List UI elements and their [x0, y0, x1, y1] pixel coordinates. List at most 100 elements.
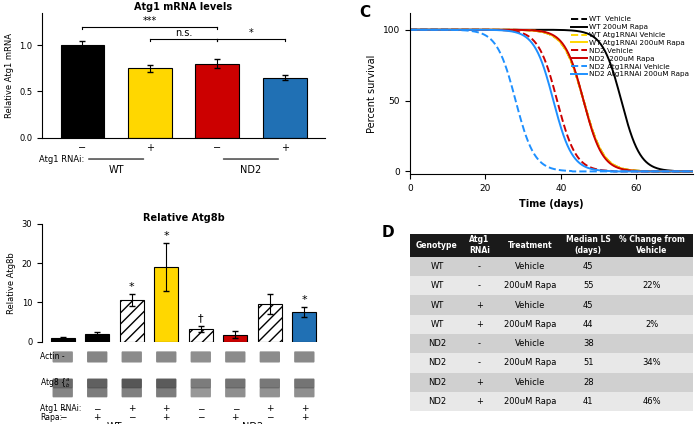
Text: WT: WT [430, 281, 444, 290]
Bar [189, 329, 213, 342]
Bar [85, 334, 109, 342]
Text: Vehicle: Vehicle [515, 262, 545, 271]
Bar [293, 312, 316, 342]
Text: Treatment: Treatment [508, 241, 552, 250]
FancyBboxPatch shape [122, 388, 142, 397]
Bar [128, 68, 172, 138]
Text: ***: *** [143, 16, 157, 26]
Bar [410, 334, 693, 353]
Text: 28: 28 [583, 378, 594, 387]
Bar [60, 45, 104, 138]
Text: ND2: ND2 [240, 165, 262, 175]
Bar [223, 335, 247, 342]
Text: +: + [162, 404, 170, 413]
FancyBboxPatch shape [52, 388, 73, 397]
FancyBboxPatch shape [156, 351, 176, 363]
FancyBboxPatch shape [260, 388, 280, 397]
Title: Atg1 mRNA levels: Atg1 mRNA levels [134, 2, 232, 12]
Y-axis label: Percent survival: Percent survival [368, 54, 377, 133]
Text: +: + [162, 413, 170, 422]
FancyBboxPatch shape [190, 351, 211, 363]
Text: Vehicle: Vehicle [515, 378, 545, 387]
Bar [262, 78, 307, 138]
Text: +: + [94, 413, 101, 422]
Text: *: * [129, 282, 134, 292]
Text: +: + [476, 397, 483, 406]
Text: 34%: 34% [643, 359, 662, 368]
FancyBboxPatch shape [225, 351, 246, 363]
Text: C: C [359, 5, 370, 20]
Text: +: + [476, 378, 483, 387]
Bar [154, 267, 178, 342]
Text: 200uM Rapa: 200uM Rapa [504, 397, 556, 406]
Text: WT: WT [430, 262, 444, 271]
FancyBboxPatch shape [294, 351, 314, 363]
FancyBboxPatch shape [190, 388, 211, 397]
Text: −: − [94, 404, 101, 413]
FancyBboxPatch shape [87, 379, 107, 388]
Text: +: + [300, 404, 308, 413]
Text: WT: WT [430, 320, 444, 329]
Text: Rapa:: Rapa: [41, 413, 62, 422]
Text: Vehicle: Vehicle [515, 301, 545, 310]
Y-axis label: Relative Atg8b: Relative Atg8b [7, 252, 16, 313]
Text: 2%: 2% [645, 320, 659, 329]
Text: 55: 55 [583, 281, 594, 290]
FancyBboxPatch shape [225, 379, 246, 388]
Text: *: * [164, 231, 169, 241]
FancyBboxPatch shape [294, 388, 314, 397]
Bar [50, 338, 75, 342]
Text: *: * [302, 295, 307, 305]
Text: n.s.: n.s. [175, 28, 192, 38]
FancyBboxPatch shape [87, 388, 107, 397]
Text: +: + [128, 404, 136, 413]
Text: Actin -: Actin - [41, 352, 65, 361]
Text: +: + [300, 413, 308, 422]
Text: -: - [478, 339, 481, 348]
Text: 45: 45 [583, 301, 594, 310]
Text: 45: 45 [583, 262, 594, 271]
FancyBboxPatch shape [260, 379, 280, 388]
Text: WT: WT [430, 301, 444, 310]
FancyBboxPatch shape [122, 351, 142, 363]
Legend: WT  Vehicle, WT 200uM Rapa, WT Atg1RNAi Vehicle, WT Atg1RNAi 200uM Rapa, ND2 Veh: WT Vehicle, WT 200uM Rapa, WT Atg1RNAi V… [570, 17, 690, 78]
Text: ND2: ND2 [428, 397, 446, 406]
Text: -: - [478, 281, 481, 290]
Text: Vehicle: Vehicle [515, 339, 545, 348]
Text: % Change from
Vehicle: % Change from Vehicle [619, 235, 685, 255]
Bar [410, 373, 693, 392]
Text: 22%: 22% [643, 281, 662, 290]
Text: +: + [476, 320, 483, 329]
Text: *: * [248, 28, 253, 38]
Text: D: D [382, 225, 394, 240]
Text: ND2: ND2 [428, 378, 446, 387]
Text: −: − [59, 404, 66, 413]
Text: 46%: 46% [643, 397, 662, 406]
Text: †: † [198, 313, 204, 323]
Text: +: + [266, 404, 274, 413]
Text: −: − [128, 413, 136, 422]
Text: Atg1 RNAi:: Atg1 RNAi: [38, 155, 84, 164]
Bar [258, 304, 282, 342]
Bar [410, 315, 693, 334]
FancyBboxPatch shape [225, 388, 246, 397]
Text: 200uM Rapa: 200uM Rapa [504, 281, 556, 290]
Bar [120, 300, 144, 342]
Text: WT: WT [106, 422, 122, 424]
Text: 44: 44 [583, 320, 594, 329]
Text: −: − [59, 413, 66, 422]
Text: Genotype: Genotype [416, 241, 458, 250]
Title: Relative Atg8b: Relative Atg8b [143, 213, 225, 223]
FancyBboxPatch shape [52, 351, 73, 363]
Text: 200uM Rapa: 200uM Rapa [504, 359, 556, 368]
Text: Atg1 RNAi:: Atg1 RNAi: [41, 404, 82, 413]
FancyBboxPatch shape [122, 379, 142, 388]
Bar [410, 392, 693, 411]
Bar [410, 257, 693, 276]
Text: ND2: ND2 [428, 359, 446, 368]
Text: Atg1
RNAi: Atg1 RNAi [469, 235, 490, 255]
Bar [410, 353, 693, 373]
Text: +: + [232, 413, 239, 422]
Text: −: − [232, 404, 239, 413]
Text: −: − [197, 404, 204, 413]
